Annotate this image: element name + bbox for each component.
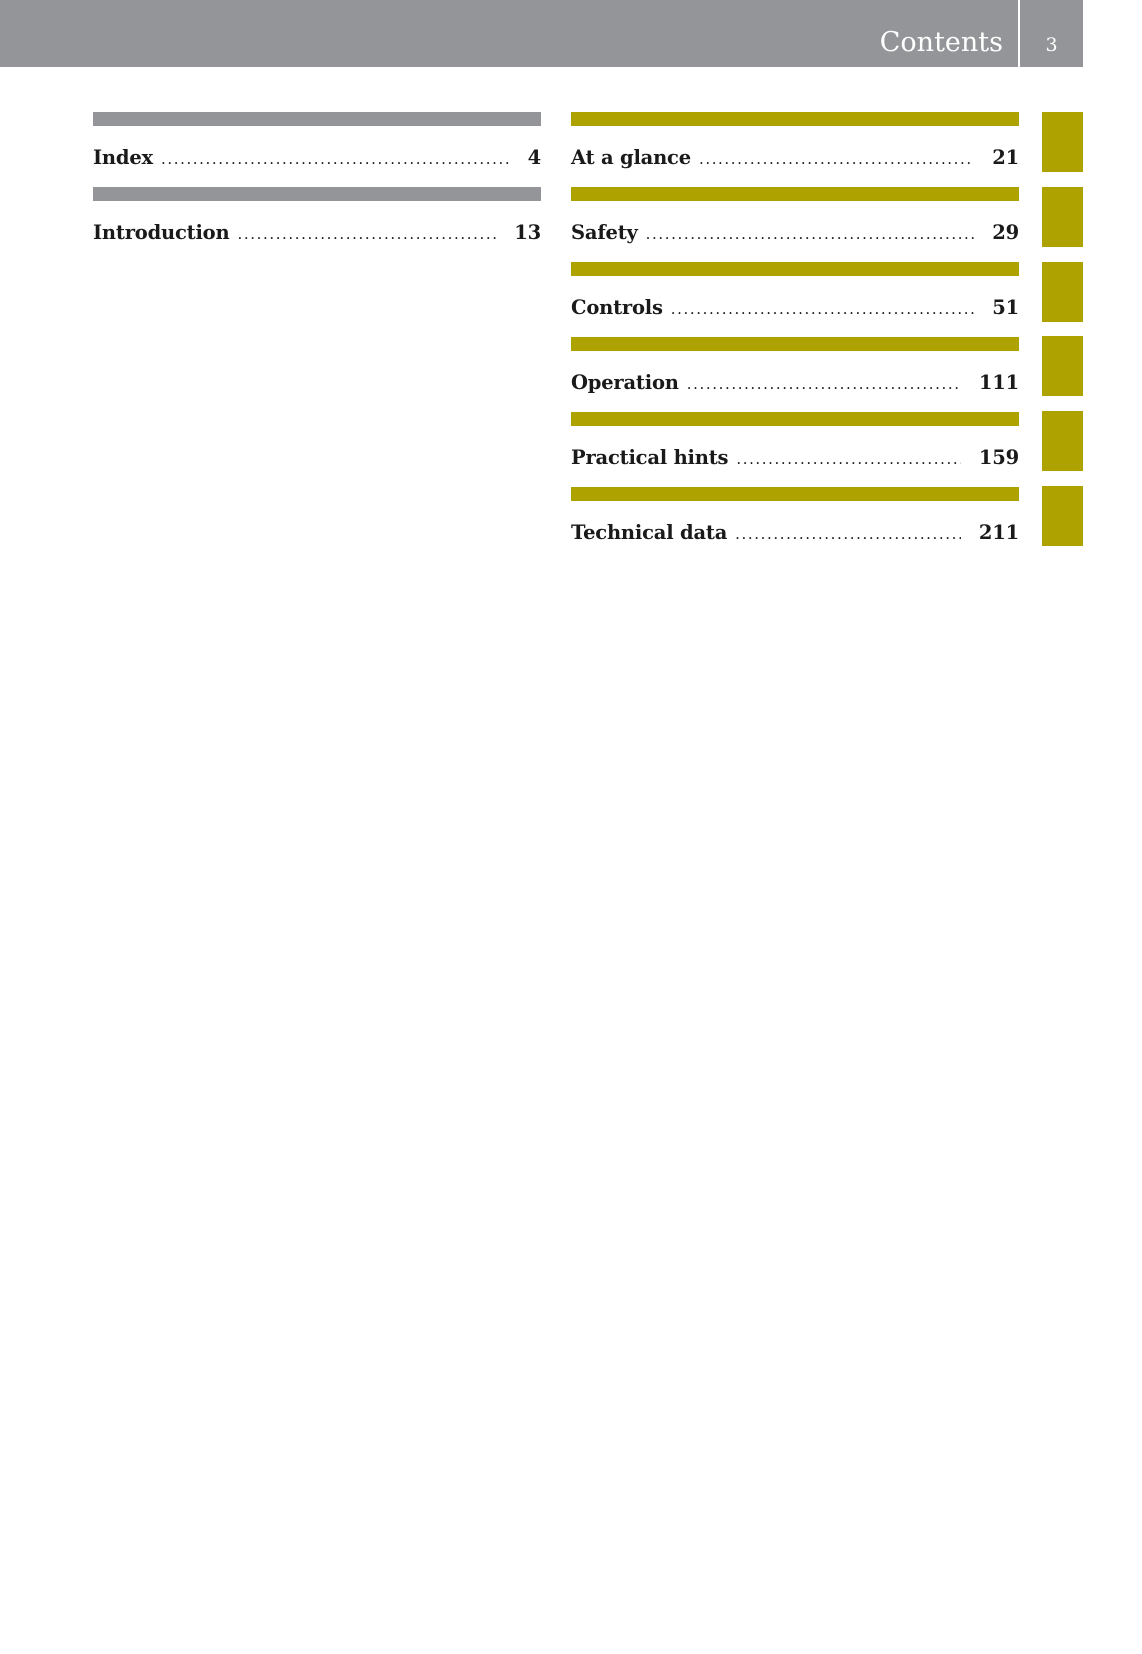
toc-page[interactable]: 159: [978, 446, 1019, 469]
dot-leader: ........................................…: [237, 225, 497, 243]
section-bar: [571, 337, 1019, 351]
thumb-tab[interactable]: [1042, 486, 1083, 546]
toc-left-column: Index...................................…: [93, 112, 541, 262]
toc-entry-at-a-glance[interactable]: At a glance.............................…: [571, 112, 1019, 187]
toc-page[interactable]: 4: [527, 146, 542, 169]
section-bar: [571, 112, 1019, 126]
dot-leader: ........................................…: [686, 375, 961, 393]
page-number: 3: [1045, 34, 1058, 56]
dot-leader: ........................................…: [698, 150, 974, 168]
toc-label[interactable]: Technical data: [571, 521, 728, 544]
section-bar: [571, 412, 1019, 426]
section-bar: [571, 487, 1019, 501]
dot-leader: ........................................…: [670, 300, 974, 318]
thumb-tab[interactable]: [1042, 336, 1083, 396]
thumb-tab[interactable]: [1042, 187, 1083, 247]
toc-page[interactable]: 51: [992, 296, 1019, 319]
page-header: Contents 3: [0, 0, 1083, 67]
header-divider: [1018, 0, 1020, 67]
toc-page[interactable]: 29: [992, 221, 1019, 244]
toc-entry-practical-hints[interactable]: Practical hints.........................…: [571, 412, 1019, 487]
section-bar: [93, 187, 541, 201]
thumb-tab[interactable]: [1042, 262, 1083, 322]
toc-right-column: At a glance.............................…: [571, 112, 1019, 562]
dot-leader: ........................................…: [645, 225, 975, 243]
toc-entry-safety[interactable]: Safety..................................…: [571, 187, 1019, 262]
toc-page[interactable]: 111: [978, 371, 1019, 394]
dot-leader: ........................................…: [736, 450, 961, 468]
thumb-tab[interactable]: [1042, 112, 1083, 172]
toc-entry-operation[interactable]: Operation...............................…: [571, 337, 1019, 412]
section-bar: [93, 112, 541, 126]
toc-entry-controls[interactable]: Controls................................…: [571, 262, 1019, 337]
toc-label[interactable]: Controls: [571, 296, 663, 319]
toc-label[interactable]: Safety: [571, 221, 638, 244]
toc-label[interactable]: Practical hints: [571, 446, 729, 469]
section-bar: [571, 187, 1019, 201]
dot-leader: ........................................…: [735, 525, 961, 543]
section-bar: [571, 262, 1019, 276]
toc-entry-index[interactable]: Index...................................…: [93, 112, 541, 187]
dot-leader: ........................................…: [160, 150, 510, 168]
toc-page[interactable]: 211: [978, 521, 1019, 544]
toc-label[interactable]: Index: [93, 146, 153, 169]
toc-label[interactable]: Introduction: [93, 221, 230, 244]
toc-entry-technical-data[interactable]: Technical data..........................…: [571, 487, 1019, 562]
toc-label[interactable]: Operation: [571, 371, 679, 394]
toc-page[interactable]: 21: [992, 146, 1019, 169]
toc-page[interactable]: 13: [514, 221, 541, 244]
toc-entry-introduction[interactable]: Introduction............................…: [93, 187, 541, 262]
section-title: Contents: [879, 27, 1003, 58]
toc-label[interactable]: At a glance: [571, 146, 691, 169]
thumb-tab[interactable]: [1042, 411, 1083, 471]
